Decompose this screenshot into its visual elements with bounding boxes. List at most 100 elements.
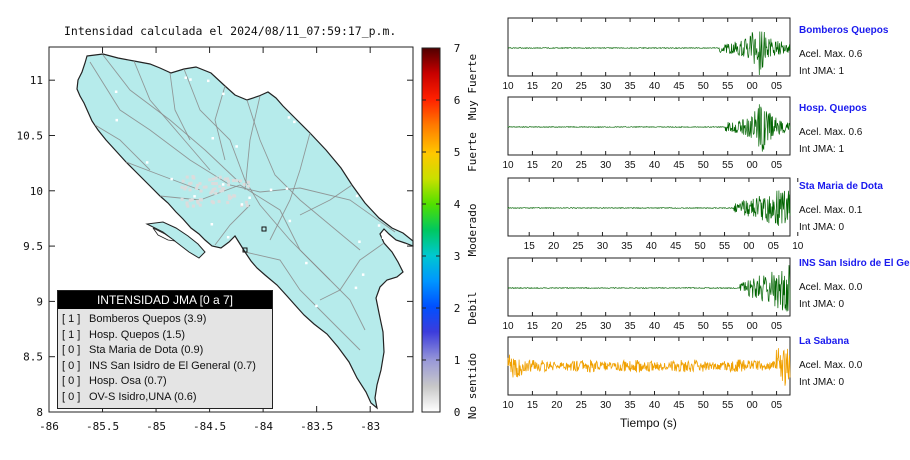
y-tick-label: 10.5 [17,129,44,142]
time-tick-label: 35 [625,321,637,332]
colorbar-tick-label: 4 [454,198,461,211]
legend-item: [ 0 ] INS San Isidro de El General (0.7) [58,359,272,375]
station-accel: Acel. Max. 0.1 [799,205,863,216]
time-tick-label: 00 [747,400,759,411]
time-tick-label: 35 [625,160,637,171]
station-marker [196,183,200,187]
road-line [94,124,151,171]
time-tick-label: 15 [527,321,539,332]
station-marker [287,116,291,119]
station-marker [188,198,192,202]
station-marker [227,179,230,183]
station-marker [100,186,104,190]
time-tick-label: 25 [576,321,588,332]
station-marker [293,120,296,124]
x-tick-label: -83.5 [300,420,333,433]
station-jma: Int JMA: 1 [799,66,845,77]
time-tick-label: 55 [719,241,731,252]
colorbar-label: Muy Fuerte [466,54,479,120]
legend-text: Hosp. Osa (0.7) [89,375,167,387]
legend-item: [ 1 ] Hosp. Quepos (1.5) [58,328,272,344]
time-tick-label: 25 [576,81,588,92]
station-marker [145,161,149,164]
y-tick-label: 9.5 [23,240,43,253]
intensity-colorbar: 7 6 5 4 3 2 1 0 Muy Fuerte Fuerte Moderado Debil No … [421,42,479,419]
epicenter-marker [242,247,248,253]
station-marker [199,189,203,193]
y-tick-label: 10 [30,185,43,198]
time-tick-label: 40 [649,160,661,171]
time-tick-label: 35 [625,81,637,92]
legend-level: [ 0 ] [62,390,81,403]
time-tick-label: 55 [722,400,734,411]
station-marker [285,187,289,190]
waveform-trace [507,265,791,312]
legend-item: [ 0 ] Hosp. Osa (0.7) [58,374,272,390]
time-tick-label: 15 [527,160,539,171]
road-line [133,60,211,171]
station-marker [105,180,108,184]
station-marker [326,344,329,347]
legend-text: INS San Isidro de El General (0.7) [89,359,256,372]
time-tick-label: 50 [698,321,710,332]
station-marker [377,224,381,227]
time-tick-label: 45 [673,400,685,411]
station-marker [145,267,148,270]
waveform-panel: 10 15 20 25 30 35 40 45 50 55 00 05 [502,96,791,171]
map-y-axis: 11 10.5 10 9.5 9 8.5 8 [17,74,413,419]
station-marker [185,175,189,179]
station-marker [196,199,200,203]
station-name: Sta Maria de Dota [799,181,883,192]
station-marker [198,182,202,186]
station-marker [226,201,230,205]
y-tick-label: 9 [36,295,43,308]
legend-item: [ 0 ] OV-S Isidro,UNA (0.6) [58,390,272,406]
station-marker [204,185,208,189]
station-name: INS San Isidro de El Ge [799,258,910,269]
time-tick-label: 35 [625,400,637,411]
colorbar-tick-label: 7 [454,42,461,55]
station-marker [239,179,242,183]
map-title: Intensidad calculada el 2024/08/11_07:59… [64,24,397,38]
waveform-trace [507,104,791,152]
station-marker [360,101,363,104]
time-tick-label: 50 [698,160,710,171]
time-tick-label: 25 [576,400,588,411]
station-marker [361,273,365,276]
time-tick-label: 35 [621,241,633,252]
road-line [244,95,261,191]
x-tick-label: -85 [146,420,166,433]
time-tick-label: 45 [673,81,685,92]
road-line [125,161,201,191]
station-marker [235,179,239,183]
station-marker [189,78,192,81]
station-marker [227,183,230,187]
colorbar-tick-label: 6 [454,94,461,107]
gulf-of-nicoya [152,227,176,242]
station-marker [381,236,385,239]
time-tick-label: 30 [600,160,612,171]
legend-level: [ 1 ] [62,328,81,341]
station-marker [354,286,358,290]
station-marker [190,198,194,202]
station-marker [180,185,184,189]
time-tick-label: 05 [771,81,783,92]
colorbar-label: No sentido [466,353,479,419]
time-tick-label: 15 [524,241,536,252]
time-tick-label: 00 [743,241,755,252]
epicenter-marker [261,226,267,232]
legend-item: [ 1 ] Bomberos Quepos (3.9) [58,312,272,328]
road-line [299,184,353,216]
time-tick-label: 00 [747,81,759,92]
y-tick-label: 11 [30,74,43,87]
station-jma: Int JMA: 0 [799,222,845,233]
time-tick-label: 10 [502,400,514,411]
station-marker [248,196,251,199]
station-accel: Acel. Max. 0.6 [799,127,863,138]
y-tick-label: 8.5 [23,351,43,364]
waveform-panel: 15 20 25 30 35 40 45 50 55 00 05 10 [507,177,804,252]
station-marker [217,199,221,203]
colorbar-ramp [421,47,441,413]
time-tick-label: 40 [646,241,658,252]
legend-text: Hosp. Quepos (1.5) [89,328,185,341]
